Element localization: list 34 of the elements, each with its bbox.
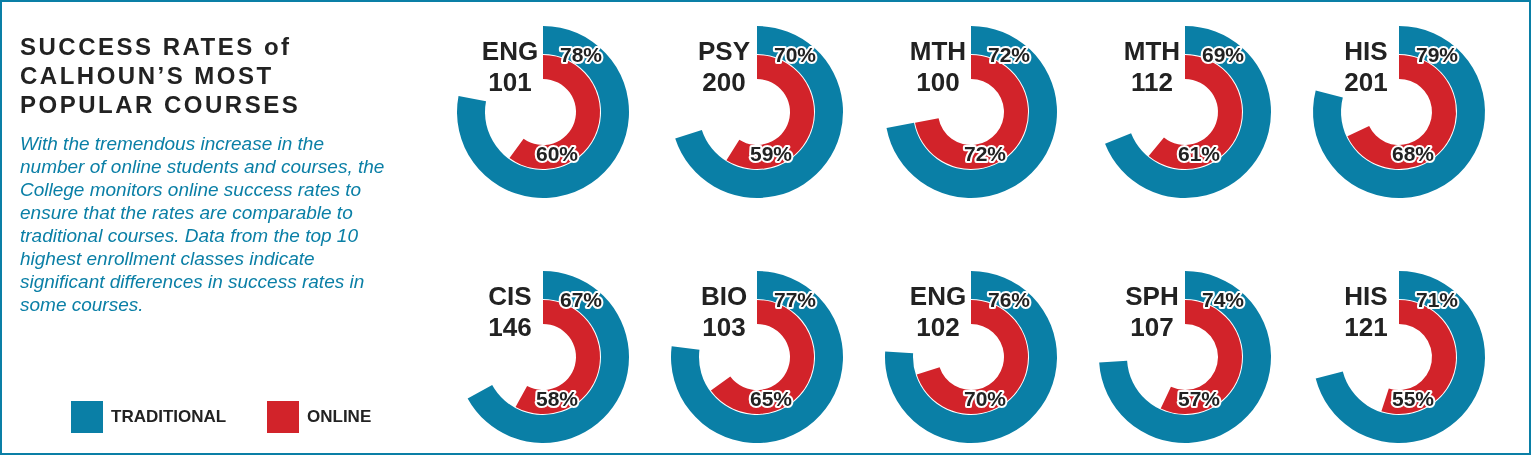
text: SUCCESS RATES of CALHOUN’S MOST POPULAR COURSES xyxy=(20,33,301,118)
data-label: 72% xyxy=(987,43,1031,66)
category-label: CIS 146 xyxy=(488,281,532,342)
category-label: SPH 107 xyxy=(1125,281,1179,342)
data-label: 58% xyxy=(535,387,579,410)
data-label: 70% xyxy=(963,387,1007,410)
data-label: 79% xyxy=(1415,43,1459,66)
text: With the tremendous increase in the number of online students and courses, the College monitors online success rates to ensure that the rates are comparable to traditional courses. Data from the top 10 highest enrollment classes indicate significant differences in success rates in some courses. xyxy=(20,133,385,315)
data-label: 71% xyxy=(1415,288,1459,311)
data-label: 67% xyxy=(559,288,603,311)
category-label: MTH 100 xyxy=(909,36,967,97)
data-label: 68% xyxy=(1391,142,1435,165)
category-label: PSY 200 xyxy=(697,36,751,97)
data-label: 78% xyxy=(559,43,603,66)
data-label: 57% xyxy=(1177,387,1221,410)
data-label: 60% xyxy=(535,142,579,165)
data-label: 61% xyxy=(1177,142,1221,165)
data-label: 55% xyxy=(1391,387,1435,410)
data-label: 70% xyxy=(773,43,817,66)
data-label: 69% xyxy=(1201,43,1245,66)
category-label: HIS 121 xyxy=(1344,281,1388,342)
category-label: ENG 101 xyxy=(481,36,539,97)
data-label: 72% xyxy=(963,142,1007,165)
legend-label: TRADITIONAL xyxy=(111,407,227,426)
data-label: 76% xyxy=(987,288,1031,311)
data-label: 65% xyxy=(749,387,793,410)
category-label: ENG 102 xyxy=(909,281,967,342)
data-label: 74% xyxy=(1201,288,1245,311)
legend-label: ONLINE xyxy=(307,407,372,426)
data-label: 59% xyxy=(749,142,793,165)
category-label: HIS 201 xyxy=(1344,36,1388,97)
category-label: MTH 112 xyxy=(1123,36,1181,97)
data-label: 77% xyxy=(773,288,817,311)
category-label: BIO 103 xyxy=(700,281,748,342)
